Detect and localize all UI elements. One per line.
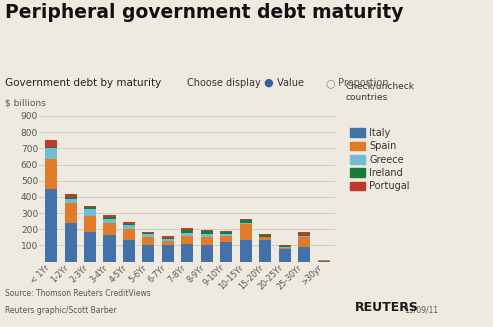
Bar	[123, 224, 135, 225]
Text: REUTERS: REUTERS	[355, 301, 419, 314]
Bar	[317, 260, 330, 261]
Bar	[123, 229, 135, 240]
Bar	[259, 240, 271, 262]
Bar	[104, 215, 115, 217]
Bar	[104, 219, 115, 223]
Bar	[142, 234, 154, 236]
Text: $ billions: $ billions	[5, 98, 46, 107]
Bar	[279, 246, 291, 247]
Bar	[181, 236, 193, 244]
Bar	[142, 232, 154, 233]
Bar	[279, 250, 291, 262]
Bar	[142, 246, 154, 262]
Bar	[65, 203, 76, 223]
Bar	[181, 230, 193, 233]
Bar	[45, 148, 57, 159]
Bar	[162, 241, 174, 246]
Bar	[220, 232, 232, 234]
Bar	[201, 231, 213, 234]
Bar	[298, 247, 310, 262]
Bar	[84, 209, 96, 216]
Bar	[65, 223, 76, 262]
Text: Check/uncheck
countries: Check/uncheck countries	[345, 82, 414, 102]
Bar	[45, 189, 57, 262]
Text: Choose display: Choose display	[187, 78, 261, 89]
Bar	[220, 242, 232, 262]
Bar	[142, 236, 154, 246]
Bar	[279, 248, 291, 250]
Bar	[201, 230, 213, 231]
Bar	[259, 234, 271, 235]
Bar	[65, 198, 76, 203]
Bar	[162, 239, 174, 241]
Bar	[181, 229, 193, 230]
Bar	[84, 216, 96, 232]
Bar	[123, 222, 135, 224]
Bar	[45, 159, 57, 189]
Bar	[240, 224, 252, 240]
Text: ●: ●	[264, 78, 274, 88]
Bar	[201, 234, 213, 236]
Text: ○: ○	[325, 78, 335, 88]
Bar	[181, 244, 193, 262]
Text: Reuters graphic/Scott Barber: Reuters graphic/Scott Barber	[5, 306, 116, 315]
Bar	[181, 233, 193, 236]
Bar	[104, 235, 115, 262]
Bar	[220, 236, 232, 242]
Bar	[65, 197, 76, 198]
Bar	[104, 217, 115, 219]
Text: Proportion: Proportion	[335, 78, 389, 89]
Bar	[259, 237, 271, 240]
Bar	[240, 240, 252, 262]
Bar	[84, 206, 96, 207]
Bar	[259, 235, 271, 236]
Text: Government debt by maturity: Government debt by maturity	[5, 78, 161, 89]
Bar	[279, 247, 291, 248]
Bar	[240, 220, 252, 223]
Bar	[317, 261, 330, 262]
Bar	[45, 140, 57, 147]
Bar	[298, 235, 310, 236]
Bar	[201, 246, 213, 262]
Bar	[259, 236, 271, 237]
Bar	[201, 236, 213, 246]
Bar	[298, 232, 310, 235]
Bar	[162, 246, 174, 262]
Bar	[220, 231, 232, 232]
Bar	[123, 225, 135, 229]
Bar	[240, 223, 252, 224]
Legend: Italy, Spain, Greece, Ireland, Portugal: Italy, Spain, Greece, Ireland, Portugal	[350, 128, 410, 191]
Text: Peripheral government debt maturity: Peripheral government debt maturity	[5, 3, 403, 22]
Bar	[65, 194, 76, 197]
Bar	[298, 236, 310, 247]
Bar	[220, 234, 232, 236]
Bar	[123, 240, 135, 262]
Bar	[45, 147, 57, 148]
Text: 13/09/11: 13/09/11	[404, 306, 438, 315]
Text: Source: Thomson Reuters CreditViews: Source: Thomson Reuters CreditViews	[5, 289, 151, 299]
Bar	[104, 223, 115, 235]
Bar	[142, 233, 154, 234]
Bar	[240, 219, 252, 220]
Bar	[162, 238, 174, 239]
Text: Value: Value	[274, 78, 304, 89]
Bar	[84, 232, 96, 262]
Bar	[162, 236, 174, 238]
Bar	[84, 207, 96, 209]
